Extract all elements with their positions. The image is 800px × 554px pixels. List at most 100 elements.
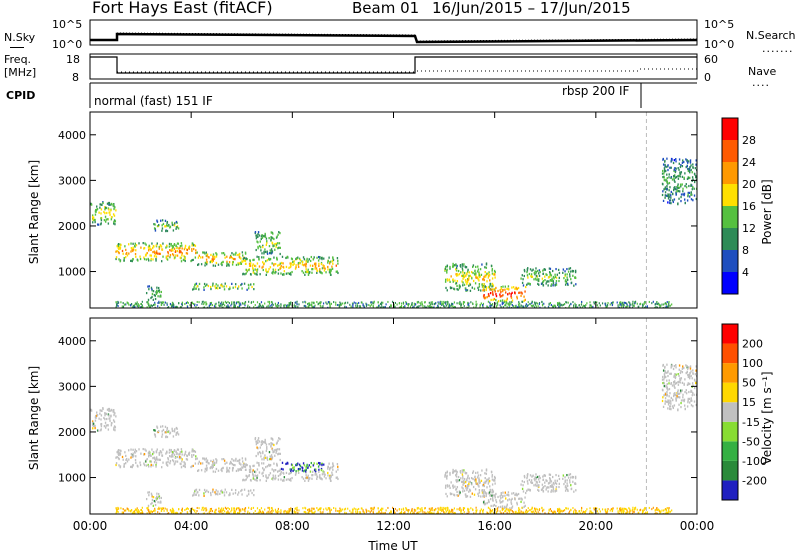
velocity-cell [569, 481, 571, 484]
power-cell [165, 229, 167, 233]
power-cell [516, 306, 518, 308]
velocity-cell [555, 512, 557, 514]
velocity-cell [169, 459, 172, 463]
velocity-cell [675, 398, 677, 401]
velocity-cell [491, 494, 493, 497]
power-cell [176, 254, 179, 257]
power-cell [552, 282, 555, 285]
velocity-cell [382, 512, 385, 514]
velocity-cell [664, 508, 666, 511]
power-cell [493, 269, 496, 273]
power-cell [521, 281, 524, 284]
velocity-cell [283, 510, 285, 513]
power-cell [551, 277, 553, 280]
power-cell [267, 304, 269, 307]
power-cell [256, 255, 258, 258]
power-cell [566, 278, 569, 281]
velocity-cell [271, 508, 273, 511]
velocity-cell [555, 488, 557, 491]
power-cell [308, 303, 311, 306]
velocity-cell [676, 395, 678, 398]
power-cell [549, 275, 551, 278]
velocity-cell [666, 400, 669, 404]
velocity-cell [261, 440, 263, 443]
velocity-cell [157, 508, 159, 511]
velocity-cell [490, 512, 492, 514]
power-cell [308, 302, 311, 305]
power-cell [501, 303, 503, 306]
velocity-cell [469, 489, 472, 492]
power-cell [119, 246, 122, 249]
velocity-cell [115, 463, 117, 467]
velocity-cell [213, 463, 216, 466]
power-cell [253, 283, 255, 286]
power-cell [220, 284, 222, 287]
power-cell [665, 194, 668, 197]
velocity-cell [265, 475, 267, 478]
velocity-cell [161, 454, 163, 457]
velocity-cell [693, 378, 696, 381]
velocity-cell [125, 458, 127, 462]
power-cell [455, 264, 457, 267]
velocity-cell [243, 465, 245, 468]
velocity-cell [623, 507, 625, 510]
velocity-cell [356, 510, 359, 513]
velocity-cell [93, 424, 95, 428]
velocity-cell [311, 511, 313, 514]
power-cell [559, 305, 561, 308]
velocity-cell [688, 390, 690, 394]
power-cell [670, 196, 672, 199]
velocity-cell [544, 512, 546, 514]
velocity-cell [518, 507, 520, 510]
power-cell [575, 304, 577, 307]
velocity-cell [382, 507, 384, 510]
power-cell [521, 300, 523, 303]
velocity-cell [233, 509, 235, 512]
power-cell [665, 165, 667, 168]
velocity-cell [523, 512, 525, 514]
power-cell [467, 268, 469, 271]
velocity-cell [574, 482, 576, 485]
power-cell [158, 301, 160, 304]
power-cell [134, 306, 136, 308]
power-cell [480, 273, 483, 276]
velocity-cell [262, 450, 264, 453]
velocity-cell [214, 470, 217, 473]
velocity-cell [252, 469, 254, 472]
power-cell [477, 286, 479, 289]
power-cell [95, 208, 98, 211]
power-cell [668, 303, 670, 306]
power-cell [490, 264, 493, 267]
velocity-cell [245, 474, 247, 477]
velocity-cell [304, 479, 306, 482]
velocity-cell [518, 497, 520, 500]
power-cell [492, 284, 495, 287]
power-cell [497, 300, 500, 303]
velocity-cell [472, 485, 475, 489]
velocity-cell [210, 507, 213, 510]
velocity-cell [428, 512, 430, 514]
power-cell [183, 255, 185, 258]
power-cell [108, 203, 110, 206]
power-cell [117, 244, 119, 248]
velocity-cell [530, 510, 533, 513]
velocity-cell [245, 468, 247, 471]
velocity-cell [564, 486, 567, 489]
velocity-cell [344, 507, 347, 510]
velocity-cell [273, 450, 275, 453]
power-cell [633, 304, 635, 307]
power-cell [302, 301, 304, 304]
power-cell [567, 270, 570, 273]
power-cell [286, 306, 288, 308]
power-cell [98, 211, 100, 214]
velocity-cell [218, 507, 220, 510]
power-cell [126, 254, 129, 257]
power-cell [444, 280, 447, 283]
velocity-cell [100, 425, 103, 428]
power-cell [262, 268, 264, 272]
power-cell [280, 306, 282, 308]
power-cell [495, 293, 497, 296]
power-cell [478, 285, 481, 288]
power-cell [132, 258, 134, 261]
velocity-cell [564, 476, 566, 479]
